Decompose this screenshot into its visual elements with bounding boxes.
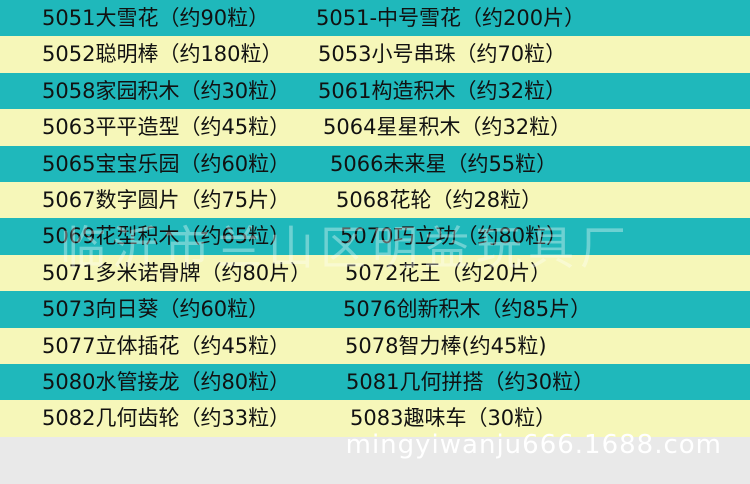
product-item: 5077立体插花（约45粒） [42,333,291,358]
product-item: 5081几何拼搭（约30粒） [346,370,595,394]
product-item: 5066未来星（约55粒） [330,151,558,176]
product-item: 5067数字圆片（约75片） [42,188,291,212]
row: 5067数字圆片（约75片） 5068花轮（约28粒） [0,182,750,219]
row: 5080水管接龙（约80粒） 5081几何拼搭（约30粒） [0,364,750,401]
row: 5052聪明棒（约180粒） 5053小号串珠（约70粒） [0,36,750,73]
product-item: 5072花王（约20片） [345,260,552,285]
product-item: 5064星星积木（约32粒） [323,115,572,140]
footer-url: mingyiwanju666.1688.com [345,430,722,460]
product-item: 5052聪明棒（约180粒） [42,42,283,67]
product-item: 5073向日葵（约60粒） [42,297,270,322]
product-item: 5068花轮（约28粒） [336,188,543,212]
product-item: 5065宝宝乐园（约60粒） [42,151,291,176]
product-item: 5051大雪花（约90粒） [42,6,270,30]
row: 5071多米诺骨牌（约80片） 5072花王（约20片） [0,254,750,292]
row: 5077立体插花（约45粒） 5078智力棒(约45粒) [0,327,750,364]
product-item: 5076创新积木（约85片） [343,297,592,322]
product-item: 5083趣味车（30粒） [350,406,557,431]
row: 5073向日葵（约60粒） 5076创新积木（约85片） [0,291,750,328]
product-item: 5058家园积木（约30粒） [42,78,291,103]
row: 5065宝宝乐园（约60粒） 5066未来星（约55粒） [0,145,750,182]
row: 5058家园积木（约30粒） 5061构造积木（约32粒） [0,72,750,110]
row: 5082几何齿轮（约33粒） 5083趣味车（30粒） [0,400,750,437]
product-item: 5078智力棒(约45粒) [345,333,547,358]
watermark: 临沂市兰山区明益玩具厂 [60,221,632,275]
product-item: 5063平平造型（约45粒） [42,115,291,140]
product-item: 5053小号串珠（约70粒） [318,42,567,67]
product-item: 5051-中号雪花（约200片） [316,6,586,30]
product-item: 5070巧立功（约80粒） [340,224,568,249]
row: 5063平平造型（约45粒） 5064星星积木（约32粒） [0,109,750,146]
product-item: 5080水管接龙（约80粒） [42,370,291,394]
product-item: 5069花型积木（约65粒） [42,224,291,249]
row: 5051大雪花（约90粒） 5051-中号雪花（约200片） [0,0,750,37]
product-item: 5061构造积木（约32粒） [318,78,567,103]
row: 5069花型积木（约65粒） 5070巧立功（约80粒） [0,218,750,255]
product-item: 5082几何齿轮（约33粒） [42,406,291,431]
product-item: 5071多米诺骨牌（约80片） [42,260,312,285]
